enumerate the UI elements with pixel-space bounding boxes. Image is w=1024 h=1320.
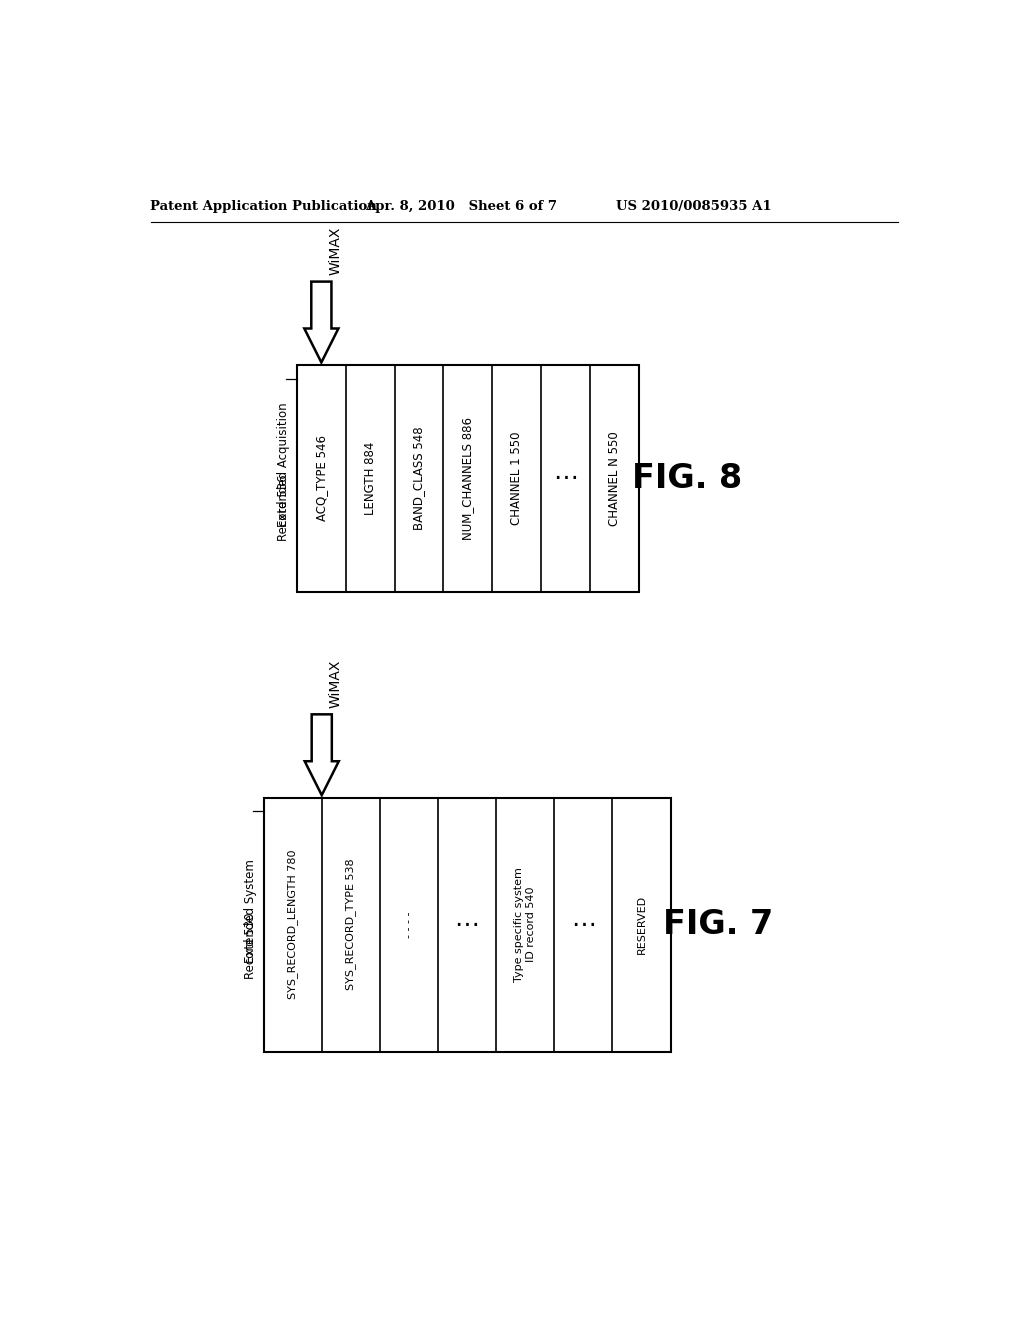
Text: WiMAX: WiMAX	[329, 660, 343, 708]
Text: Extended Acquisition: Extended Acquisition	[278, 403, 290, 527]
Text: Record 536: Record 536	[278, 474, 290, 541]
Text: FIG. 7: FIG. 7	[664, 908, 774, 941]
Text: LENGTH 884: LENGTH 884	[364, 442, 377, 515]
Text: ⋯: ⋯	[570, 912, 596, 937]
Text: US 2010/0085935 A1: US 2010/0085935 A1	[616, 199, 771, 213]
Text: Patent Application Publication: Patent Application Publication	[151, 199, 377, 213]
Text: Type specific system
ID record 540: Type specific system ID record 540	[514, 867, 536, 982]
Text: ⋯: ⋯	[455, 912, 479, 937]
Text: SYS_RECORD_LENGTH 780: SYS_RECORD_LENGTH 780	[288, 850, 298, 999]
Text: WiMAX: WiMAX	[329, 227, 342, 276]
Text: Apr. 8, 2010   Sheet 6 of 7: Apr. 8, 2010 Sheet 6 of 7	[366, 199, 557, 213]
Text: CHANNEL 1 550: CHANNEL 1 550	[510, 432, 523, 525]
Text: Extended System: Extended System	[244, 859, 257, 962]
Text: NUM_CHANNELS 886: NUM_CHANNELS 886	[462, 417, 474, 540]
Bar	[263, 797, 671, 1052]
Bar	[297, 364, 639, 591]
Text: - - - -: - - - -	[403, 911, 414, 937]
Text: RESERVED: RESERVED	[637, 895, 646, 954]
Text: SYS_RECORD_TYPE 538: SYS_RECORD_TYPE 538	[345, 859, 356, 990]
Text: FIG. 8: FIG. 8	[632, 462, 742, 495]
Polygon shape	[305, 714, 339, 795]
Text: Record 530: Record 530	[244, 913, 257, 979]
Text: BAND_CLASS 548: BAND_CLASS 548	[413, 426, 426, 531]
Text: ACQ_TYPE 546: ACQ_TYPE 546	[314, 436, 328, 521]
Text: ⋯: ⋯	[553, 466, 578, 490]
Text: CHANNEL N 550: CHANNEL N 550	[608, 430, 621, 525]
Polygon shape	[304, 281, 338, 363]
